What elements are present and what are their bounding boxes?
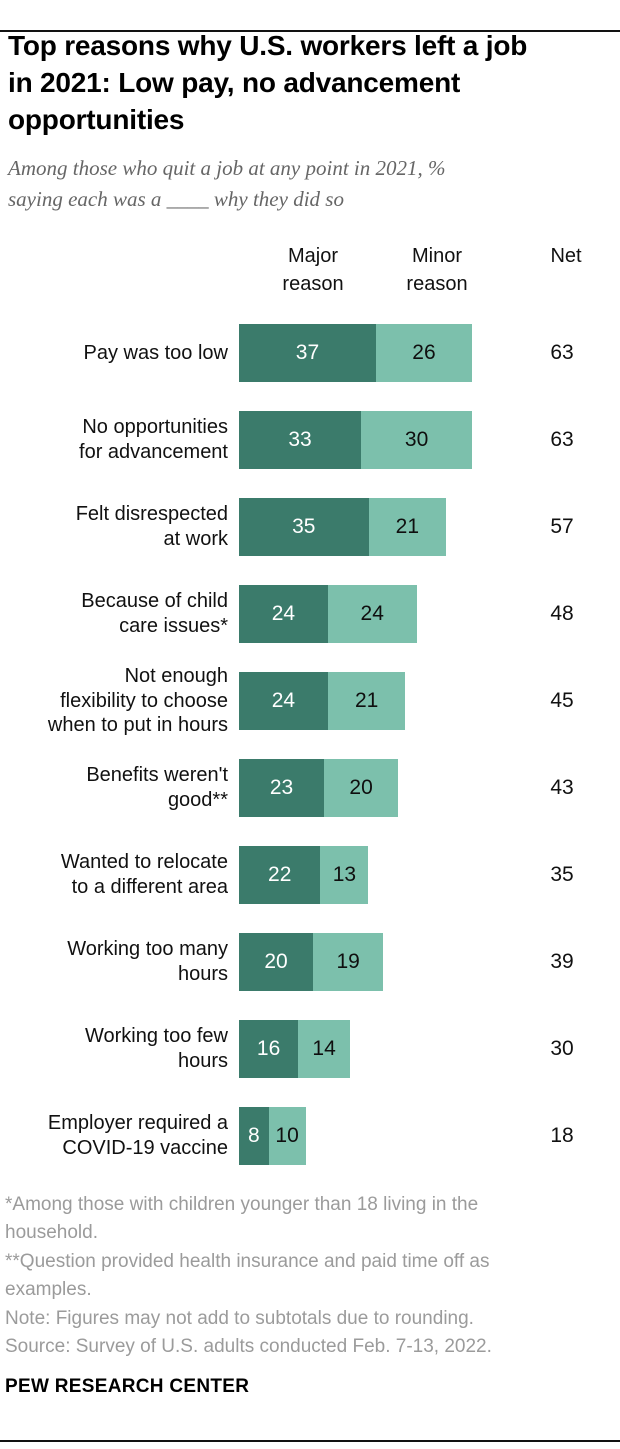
chart-row: Wanted to relocate to a different area 22… (0, 845, 620, 904)
net-value: 43 (550, 775, 574, 799)
row-label: Employer required a COVID-19 vaccine (47, 1112, 228, 1159)
net-value: 18 (550, 1123, 574, 1147)
row-label: Working too many hours (67, 938, 228, 985)
row-label: Pay was too low (83, 341, 228, 364)
bar-group: 24 21 (239, 671, 406, 730)
minor-reason-bar-segment: 21 (368, 497, 447, 556)
net-value: 35 (550, 862, 574, 886)
bar-group: 35 21 (239, 497, 447, 556)
minor-reason-bar-segment: 14 (298, 1019, 350, 1078)
bar-group: 22 13 (239, 845, 369, 904)
major-reason-bar-segment: 20 (239, 932, 313, 991)
major-reason-bar-segment: 24 (239, 584, 328, 643)
column-headers: Major reason Minor reason Net (0, 242, 620, 300)
footnote-line: **Question provided health insurance and… (5, 1250, 490, 1301)
bar-group: 24 24 (239, 584, 417, 643)
net-value: 30 (550, 1036, 574, 1060)
footnote-line: *Among those with children younger than … (5, 1193, 479, 1244)
pew-research-center-wordmark: PEW RESEARCH CENTER (5, 1375, 250, 1397)
net-value: 63 (550, 340, 574, 364)
bar-group: 8 10 (239, 1106, 306, 1165)
row-label: Working too few hours (84, 1025, 228, 1072)
net-value: 39 (550, 949, 574, 973)
major-reason-bar-segment: 24 (239, 671, 328, 730)
major-reason-bar-segment: 23 (239, 758, 325, 817)
minor-reason-bar-segment: 24 (327, 584, 417, 643)
chart-row: No opportunities for advancement 33 30 63 (0, 410, 620, 469)
row-label: No opportunities for advancement (79, 416, 228, 463)
minor-reason-bar-segment: 10 (268, 1106, 306, 1165)
chart-row: Pay was too low 37 26 63 (0, 323, 620, 382)
column-header-net: Net (550, 244, 582, 267)
row-label: Not enough flexibility to choose when to… (47, 665, 228, 736)
chart-row: Not enough flexibility to choose when to… (0, 665, 620, 736)
bar-group: 16 14 (239, 1019, 350, 1078)
bar-group: 23 20 (239, 758, 399, 817)
footnotes: *Among those with children younger than … (5, 1191, 612, 1362)
major-reason-bar-segment: 37 (239, 323, 376, 382)
stacked-bar-chart: Major reason Minor reason Net Pay was to… (0, 242, 620, 1165)
major-reason-bar-segment: 22 (239, 845, 321, 904)
row-label: Benefits weren't good** (86, 764, 228, 811)
row-label: Because of child care issues* (81, 590, 228, 637)
top-rule (0, 30, 620, 32)
minor-reason-bar-segment: 13 (320, 845, 369, 904)
minor-reason-bar-segment: 30 (361, 410, 473, 469)
minor-reason-bar-segment: 19 (313, 932, 384, 991)
bottom-rule (0, 1440, 620, 1442)
chart-row: Benefits weren't good** 23 20 43 (0, 758, 620, 817)
page-title: Top reasons why U.S. workers left a job … (8, 30, 528, 136)
minor-reason-bar-segment: 20 (324, 758, 399, 817)
footnote-line: Source: Survey of U.S. adults conducted … (5, 1336, 492, 1358)
row-label: Wanted to relocate to a different area (60, 851, 228, 898)
minor-reason-bar-segment: 26 (375, 323, 473, 382)
bar-group: 33 30 (239, 410, 473, 469)
major-reason-bar-segment: 33 (239, 410, 362, 469)
bar-group: 37 26 (239, 323, 473, 382)
chart-row: Felt disrespected at work 35 21 57 (0, 497, 620, 556)
net-value: 45 (550, 688, 574, 712)
row-label: Felt disrespected at work (75, 503, 228, 550)
major-reason-bar-segment: 35 (239, 497, 369, 556)
major-reason-bar-segment: 8 (239, 1106, 269, 1165)
net-value: 63 (550, 427, 574, 451)
chart-rows: Pay was too low 37 26 63 No opportunities fo… (0, 323, 620, 1165)
chart-row: Working too many hours 20 19 39 (0, 932, 620, 991)
minor-reason-bar-segment: 21 (327, 671, 406, 730)
net-value: 48 (550, 601, 574, 625)
column-header-major-reason: Major reason (282, 244, 344, 295)
column-header-minor-reason: Minor reason (406, 244, 468, 295)
chart-row: Employer required a COVID-19 vaccine 8 10 1… (0, 1106, 620, 1165)
footnote-line: Note: Figures may not add to subtotals d… (5, 1307, 474, 1329)
major-reason-bar-segment: 16 (239, 1019, 299, 1078)
bar-group: 20 19 (239, 932, 384, 991)
chart-row: Because of child care issues* 24 24 48 (0, 584, 620, 643)
chart-row: Working too few hours 16 14 30 (0, 1019, 620, 1078)
net-value: 57 (550, 514, 574, 538)
chart-subtitle: Among those who quit a job at any point … (8, 155, 446, 212)
